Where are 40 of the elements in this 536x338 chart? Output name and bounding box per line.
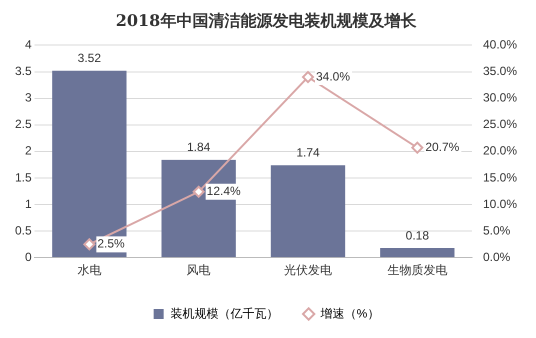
y-tick-label: 0	[24, 250, 32, 264]
data-label: 1.74	[296, 146, 320, 160]
y-tick-label: 2.5	[14, 117, 32, 132]
y-tick-label: 3	[24, 90, 32, 105]
bar	[380, 248, 454, 258]
point	[83, 238, 96, 250]
y2-tick-label: 30.0%	[482, 90, 518, 105]
data-label: 2.5%	[97, 236, 126, 251]
y-tick-label: 4	[24, 38, 32, 52]
point	[192, 186, 205, 198]
y-tick-label: 3.5	[14, 64, 32, 78]
y-tick-label: 0.5	[14, 223, 32, 238]
legend-label: 增速（%）	[320, 306, 380, 320]
data-label: 3.52	[78, 51, 102, 65]
point	[302, 71, 314, 84]
chart-title: 2018年中国清洁能源发电装机规模及增长	[116, 10, 418, 30]
y-tick-label: 1.5	[14, 170, 32, 184]
y2-tick-label: 10.0%	[482, 196, 518, 211]
x-tick-label: 风电	[186, 263, 211, 278]
y2-tick-label: 5.0%	[482, 223, 511, 238]
x-tick-label: 水电	[77, 263, 102, 278]
legend-label: 装机规模（亿千瓦）	[170, 306, 279, 320]
y2-tick-label: 20.0%	[482, 144, 518, 158]
data-label: 34.0%	[316, 69, 350, 84]
bar	[270, 165, 346, 258]
data-label: 1.84	[186, 140, 211, 154]
y2-tick-label: 25.0%	[482, 117, 518, 132]
point	[411, 142, 424, 154]
data-label: 20.7%	[425, 140, 460, 154]
y-tick-label: 1	[24, 196, 32, 211]
y2-tick-label: 0.0%	[482, 250, 511, 264]
data-label: 12.4%	[206, 184, 242, 198]
y2-tick-label: 35.0%	[482, 64, 518, 78]
y2-tick-label: 15.0%	[482, 170, 518, 184]
x-tick-label: 生物质发电	[387, 263, 448, 278]
y-tick-label: 2	[24, 144, 32, 158]
x-tick-label: 光伏发电	[284, 263, 332, 278]
data-label: 0.18	[406, 228, 430, 242]
y2-tick-label: 40.0%	[482, 38, 518, 52]
bar	[52, 70, 127, 258]
